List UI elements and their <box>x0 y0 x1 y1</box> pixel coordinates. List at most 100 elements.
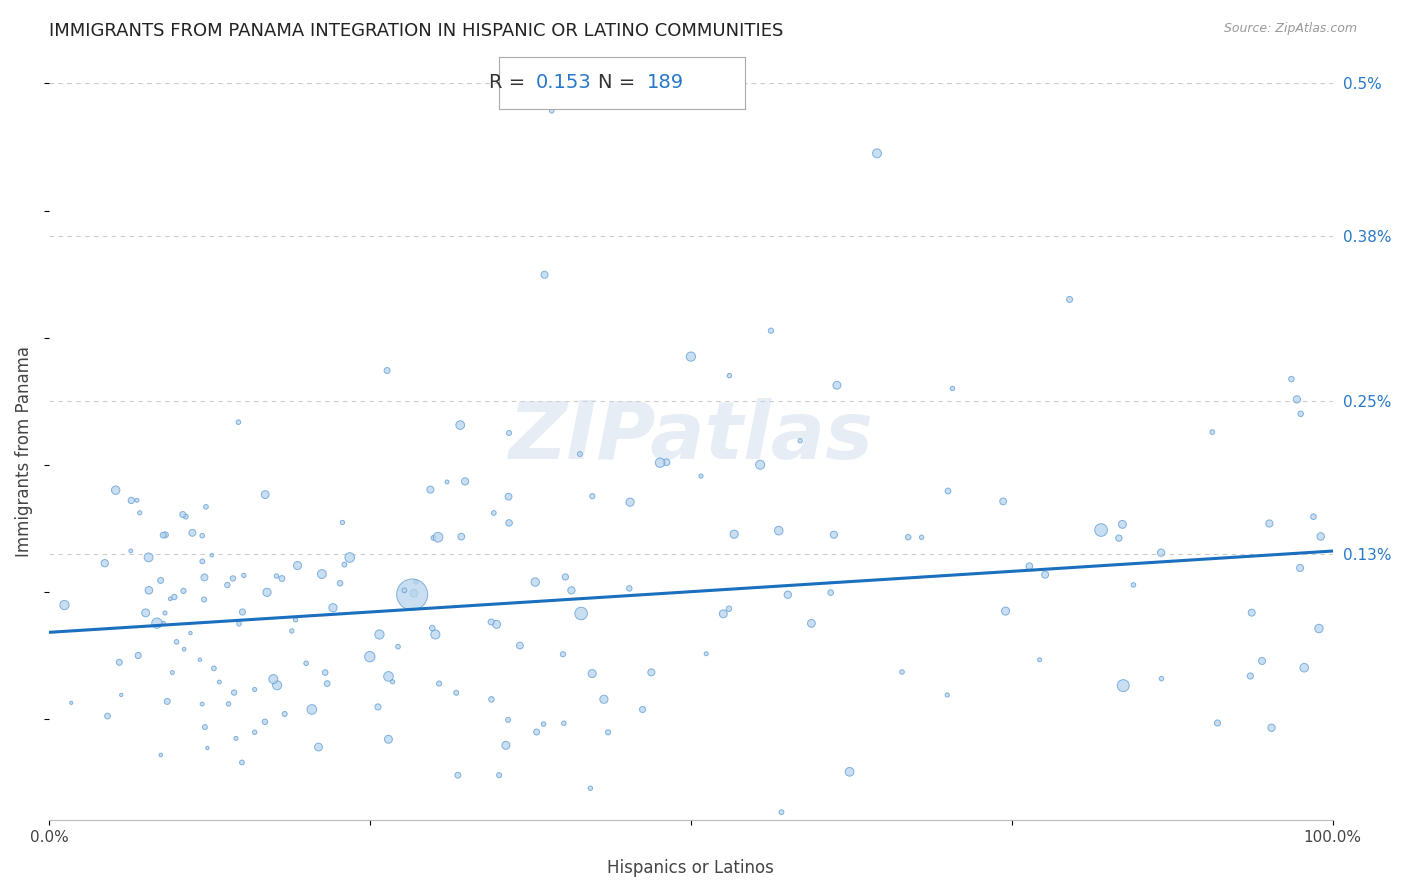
Point <box>823 527 845 541</box>
Point <box>156 694 179 708</box>
Point <box>401 588 423 602</box>
Point <box>308 739 330 754</box>
Point <box>631 702 654 716</box>
Point <box>271 572 294 586</box>
Point <box>191 529 214 543</box>
Point <box>316 676 339 690</box>
Point <box>533 268 555 282</box>
Point <box>749 458 772 472</box>
Point <box>655 455 678 469</box>
Point <box>1251 654 1274 668</box>
Text: ZIPatlas: ZIPatlas <box>509 398 873 476</box>
Point <box>172 508 194 522</box>
Point <box>936 483 959 498</box>
Point <box>427 530 450 544</box>
Point <box>127 648 149 663</box>
Point <box>820 585 842 599</box>
Point <box>166 635 188 649</box>
Point <box>193 570 215 584</box>
Point <box>941 381 963 395</box>
Point <box>138 583 160 598</box>
Point <box>479 615 502 629</box>
Point <box>110 688 132 702</box>
Point <box>711 607 734 621</box>
Point <box>228 415 250 429</box>
Point <box>201 548 224 562</box>
Point <box>1294 661 1316 675</box>
Point <box>825 378 848 392</box>
Point <box>149 574 172 588</box>
Text: 189: 189 <box>647 73 683 93</box>
Point <box>232 568 254 582</box>
Point <box>181 525 204 540</box>
Point <box>387 640 409 654</box>
Point <box>800 616 823 631</box>
Point <box>498 516 520 530</box>
Point <box>444 686 467 700</box>
Point <box>1285 392 1308 407</box>
Point <box>648 456 671 470</box>
Point <box>450 530 472 544</box>
Point <box>322 600 344 615</box>
Point <box>1150 672 1173 686</box>
Point <box>1309 529 1331 543</box>
Point <box>1201 425 1223 439</box>
Point <box>254 487 277 501</box>
Point <box>339 550 361 565</box>
Point <box>96 709 118 723</box>
Point <box>540 103 562 118</box>
Point <box>619 495 641 509</box>
Point <box>449 418 471 433</box>
Point <box>488 768 510 782</box>
Point <box>897 530 920 544</box>
Point <box>560 583 582 598</box>
Point <box>273 706 295 721</box>
Point <box>1033 567 1056 582</box>
Point <box>228 616 250 631</box>
Point <box>367 700 389 714</box>
Point <box>218 697 240 711</box>
Point <box>104 483 127 498</box>
Point <box>179 626 201 640</box>
Point <box>217 578 239 592</box>
Point <box>281 624 304 638</box>
Point <box>593 692 616 706</box>
Point <box>1112 679 1135 693</box>
Point <box>568 447 591 461</box>
Point <box>866 146 889 161</box>
Point <box>554 570 576 584</box>
Point <box>253 714 276 729</box>
Point <box>447 768 470 782</box>
Point <box>188 653 211 667</box>
Point <box>329 576 352 591</box>
Point <box>174 509 197 524</box>
Point <box>262 672 284 686</box>
Point <box>1122 578 1144 592</box>
Point <box>53 598 76 612</box>
Point <box>152 616 174 631</box>
Point <box>60 696 83 710</box>
Point <box>910 530 932 544</box>
Point <box>498 490 520 504</box>
Point <box>1059 293 1081 307</box>
Point <box>333 558 356 572</box>
Point <box>202 661 225 675</box>
Point <box>482 506 505 520</box>
Point <box>152 528 174 542</box>
Point <box>314 665 336 680</box>
Point <box>1150 546 1173 560</box>
Point <box>695 647 717 661</box>
Point <box>422 531 444 545</box>
Point <box>120 493 142 508</box>
Point <box>224 685 246 699</box>
Point <box>231 756 253 770</box>
Point <box>770 805 793 820</box>
Point <box>1108 531 1130 545</box>
Text: N =: N = <box>599 73 640 93</box>
Point <box>718 368 741 383</box>
Point <box>524 575 547 590</box>
Point <box>1090 523 1112 537</box>
Point <box>163 590 186 604</box>
Point <box>377 732 399 747</box>
Point <box>1258 516 1281 531</box>
